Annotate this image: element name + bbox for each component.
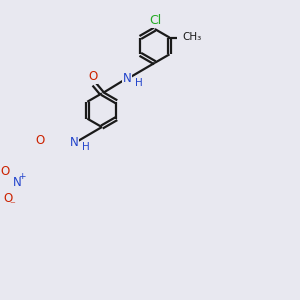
Text: O: O <box>35 134 44 147</box>
Text: +: + <box>18 172 26 181</box>
Text: H: H <box>82 142 90 152</box>
Text: O: O <box>88 70 97 83</box>
Text: N: N <box>69 136 78 149</box>
Text: Cl: Cl <box>149 14 161 27</box>
Text: O: O <box>0 165 9 178</box>
Text: N: N <box>13 176 22 189</box>
Text: O: O <box>3 192 12 205</box>
Text: ⁻: ⁻ <box>9 200 15 210</box>
Text: H: H <box>135 78 143 88</box>
Text: N: N <box>122 72 131 85</box>
Text: CH₃: CH₃ <box>182 32 202 43</box>
